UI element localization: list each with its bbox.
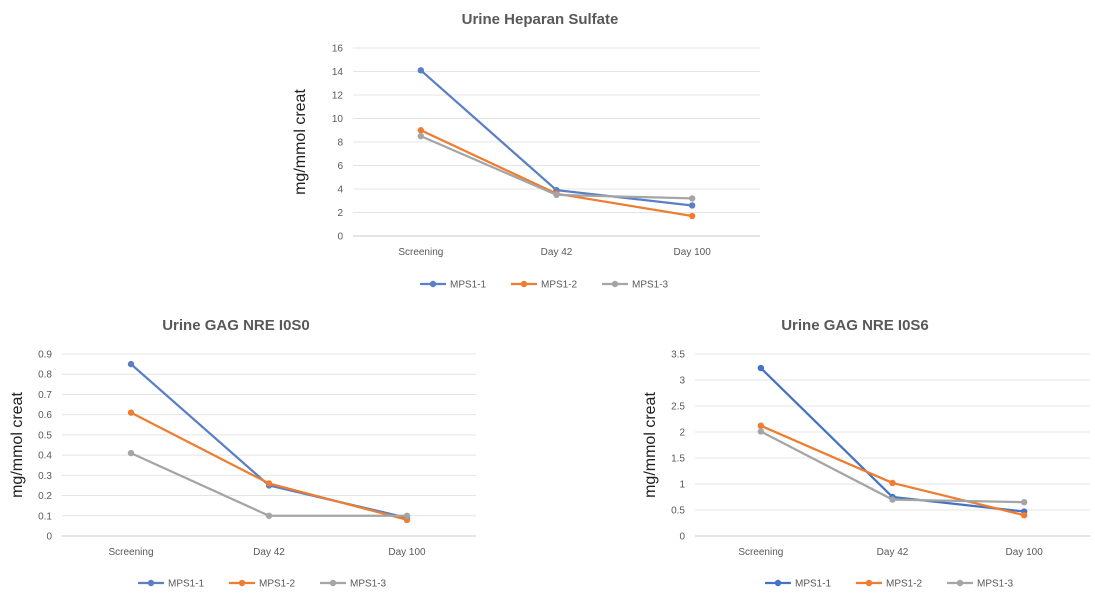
legend-swatch-marker <box>147 579 155 587</box>
y-tick-label: 14 <box>332 67 344 78</box>
y-tick-label: 6 <box>337 161 343 172</box>
data-point-mps1-3 <box>127 449 135 457</box>
x-tick-label: Day 42 <box>253 547 285 558</box>
data-point-mps1-1 <box>688 202 696 209</box>
legend-swatch-marker <box>774 579 782 587</box>
legend-label: MPS1-1 <box>168 579 205 590</box>
data-point-mps1-1 <box>757 364 765 372</box>
legend-label: MPS1-2 <box>541 280 578 291</box>
x-tick-label: Day 100 <box>388 547 426 558</box>
data-point-mps1-3 <box>265 512 273 519</box>
y-tick-label: 0.9 <box>38 350 52 361</box>
chart-title: Urine GAG NRE I0S0 <box>162 317 310 334</box>
y-axis-label: mg/mmol creat <box>292 89 309 195</box>
chart-urine-gag-nre-i0s0: Urine GAG NRE I0S0 mg/mmol creat 0 0.1 0.2 0.… <box>9 317 476 590</box>
x-tick-label: Screening <box>108 547 153 558</box>
y-tick-label: 10 <box>332 114 344 125</box>
y-tick-label: 1 <box>679 480 685 491</box>
data-point-mps1-2 <box>889 479 896 487</box>
y-tick-label: 0.8 <box>38 370 52 381</box>
y-tick-label: 3 <box>679 376 685 387</box>
data-point-mps1-1 <box>417 67 425 74</box>
legend-swatch-marker <box>611 280 619 288</box>
y-tick-label: 8 <box>337 138 343 149</box>
x-tick-label: Day 100 <box>674 247 712 258</box>
legend-label: MPS1-2 <box>259 579 296 590</box>
y-tick-label: 0.4 <box>38 451 52 462</box>
y-tick-label: 0.6 <box>38 410 52 421</box>
x-tick-label: Screening <box>738 547 783 558</box>
y-tick-label: 3.5 <box>671 350 685 361</box>
y-tick-label: 2 <box>679 428 685 439</box>
y-axis-label: mg/mmol creat <box>642 392 659 498</box>
y-tick-label: 16 <box>332 44 344 55</box>
data-point-mps1-3 <box>403 512 411 519</box>
legend-label: MPS1-3 <box>977 579 1014 590</box>
data-point-mps1-3 <box>1020 499 1028 506</box>
x-tick-label: Day 100 <box>1006 547 1044 558</box>
data-point-mps1-1 <box>127 360 135 368</box>
data-point-mps1-3 <box>889 496 896 503</box>
chart-urine-heparan-sulfate: Urine Heparan Sulfate mg/mmol creat 0 2 4 6 8 1… <box>292 11 760 291</box>
y-tick-label: 0 <box>337 232 343 243</box>
data-point-mps1-3 <box>688 195 696 202</box>
chart-urine-gag-nre-i0s6: Urine GAG NRE I0S6 mg/mmol creat 0 0.5 1 1.5 2… <box>642 317 1090 590</box>
data-point-mps1-2 <box>265 480 273 487</box>
x-tick-label: Screening <box>398 247 443 258</box>
legend-label: MPS1-2 <box>886 579 923 590</box>
y-axis-label: mg/mmol creat <box>9 392 26 498</box>
data-point-mps1-2 <box>757 422 765 429</box>
x-tick-label: Day 42 <box>877 547 909 558</box>
y-tick-label: 0.7 <box>38 390 52 401</box>
y-tick-label: 12 <box>332 91 344 102</box>
series-line-mps1-2 <box>420 129 693 218</box>
y-tick-label: 0 <box>46 532 52 543</box>
y-tick-label: 2.5 <box>671 402 685 413</box>
legend-label: MPS1-3 <box>632 280 669 291</box>
legend-swatch-marker <box>865 579 873 587</box>
data-point-mps1-2 <box>417 127 425 134</box>
y-tick-label: 4 <box>337 185 343 196</box>
legend-swatch-marker <box>956 579 964 587</box>
y-tick-label: 2 <box>337 208 343 219</box>
y-tick-label: 0.5 <box>671 506 685 517</box>
legend-label: MPS1-1 <box>795 579 832 590</box>
legend-swatch-marker <box>429 280 437 288</box>
series-line-mps1-1 <box>760 367 1025 513</box>
legend-swatch-marker <box>329 579 337 587</box>
legend-label: MPS1-1 <box>450 280 487 291</box>
x-tick-label: Day 42 <box>541 247 573 258</box>
data-point-mps1-3 <box>553 191 560 199</box>
y-tick-label: 0.1 <box>38 511 52 522</box>
y-tick-label: 0.3 <box>38 471 52 482</box>
chart-title: Urine Heparan Sulfate <box>462 11 619 28</box>
series-line-mps1-1 <box>420 69 693 207</box>
data-point-mps1-3 <box>417 132 425 140</box>
y-tick-label: 1.5 <box>671 454 685 465</box>
legend-label: MPS1-3 <box>350 579 387 590</box>
data-point-mps1-2 <box>688 212 696 220</box>
data-point-mps1-3 <box>757 428 765 435</box>
legend-swatch-marker <box>238 579 246 587</box>
y-tick-label: 0.5 <box>38 430 52 441</box>
data-point-mps1-2 <box>1020 512 1028 519</box>
chart-title: Urine GAG NRE I0S6 <box>781 317 929 334</box>
y-tick-label: 0 <box>679 532 685 543</box>
data-point-mps1-2 <box>127 409 135 416</box>
series-line-mps1-1 <box>130 363 408 519</box>
legend-swatch-marker <box>520 280 528 288</box>
y-tick-label: 0.2 <box>38 491 52 502</box>
series-line-mps1-2 <box>130 411 408 521</box>
